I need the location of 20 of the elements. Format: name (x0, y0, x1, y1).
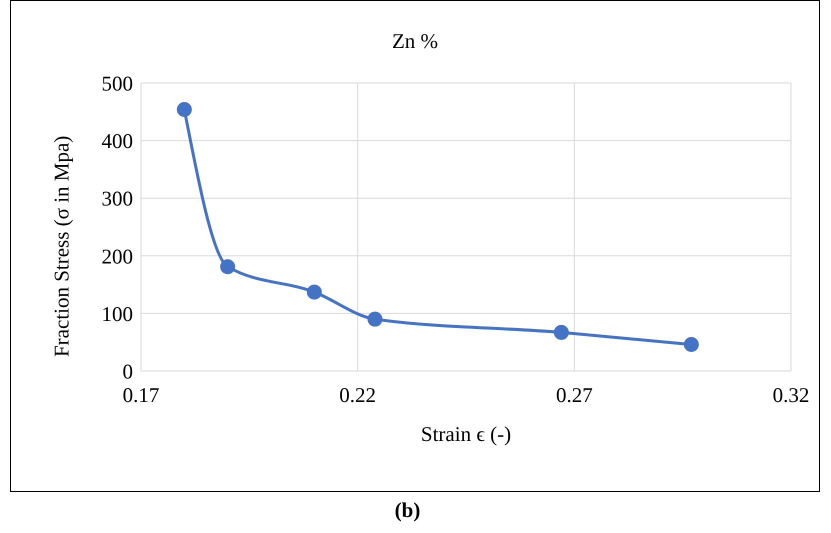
y-tick-label: 100 (102, 302, 133, 326)
chart-title: Zn % (390, 29, 440, 54)
y-tick-label: 300 (102, 186, 133, 211)
point (176, 102, 192, 117)
point (220, 259, 236, 274)
y-tick-label: 400 (102, 129, 133, 154)
y-axis-title: Fraction Stress (σ in Mpa) (49, 136, 74, 357)
x-tick-label: 0.27 (556, 382, 593, 407)
x-tick-label: 0.22 (339, 382, 376, 407)
x-axis-title: Strain ϵ (-) (420, 422, 512, 446)
y-tick-label: 200 (102, 244, 133, 268)
text: (b) (394, 498, 422, 523)
point (554, 324, 569, 340)
point (368, 312, 382, 327)
y-tick-label: 500 (102, 71, 133, 96)
y-tick-label: 0 (122, 359, 133, 384)
point (684, 337, 699, 352)
x-tick-label: 0.17 (122, 382, 160, 407)
point (306, 284, 322, 300)
x-tick-label: 0.32 (772, 382, 810, 407)
